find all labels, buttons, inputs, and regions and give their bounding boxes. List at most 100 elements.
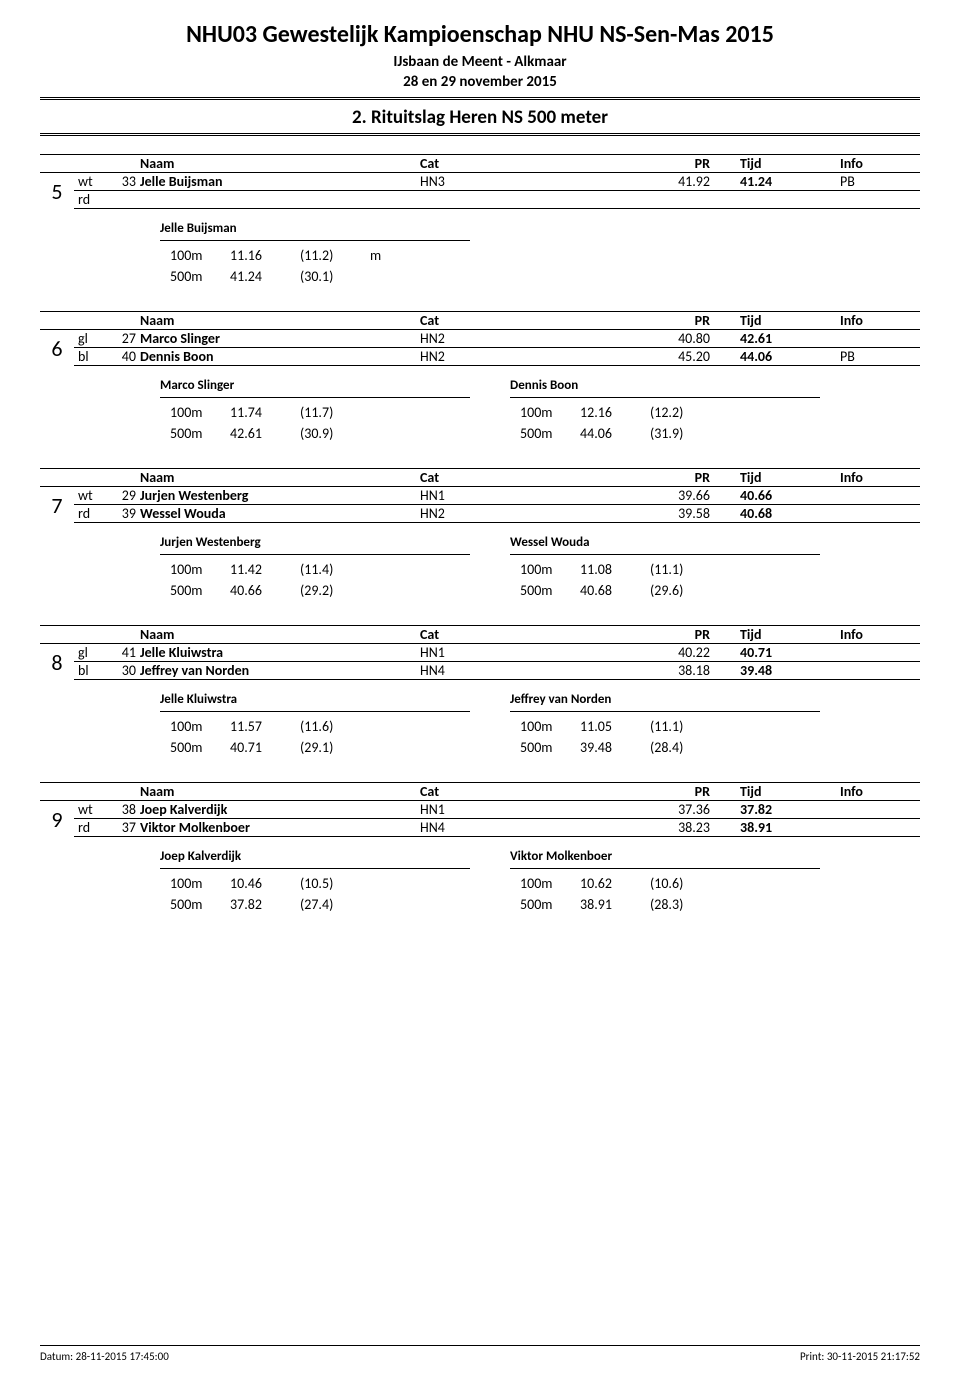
skater-name: Joep Kalverdijk xyxy=(140,801,420,818)
heat-body: 6gl27Marco SlingerHN240.8042.61bl40Denni… xyxy=(40,330,920,366)
heat-body: 9wt38Joep KalverdijkHN137.3637.82rd37Vik… xyxy=(40,801,920,837)
split-diff: (31.9) xyxy=(650,423,720,444)
split-dist: 100m xyxy=(510,873,580,894)
split-dist: 100m xyxy=(510,559,580,580)
heat-number: 6 xyxy=(40,330,74,366)
skater-name: Jelle Buijsman xyxy=(140,173,420,190)
split-diff: (11.7) xyxy=(300,402,370,423)
skater-name: Dennis Boon xyxy=(140,348,420,365)
bib: 39 xyxy=(110,505,140,522)
split-dist: 100m xyxy=(510,402,580,423)
table-row: gl27Marco SlingerHN240.8042.61 xyxy=(74,330,920,348)
splits-area: Jelle Kluiwstra100m11.57(11.6)500m40.71(… xyxy=(40,692,920,758)
category: HN3 xyxy=(420,173,540,190)
split-time: 39.48 xyxy=(580,737,650,758)
col-tijd: Tijd xyxy=(740,783,840,800)
split-block: Viktor Molkenboer100m10.62(10.6)500m38.9… xyxy=(510,849,860,915)
split-time: 11.57 xyxy=(230,716,300,737)
table-header: NaamCatPRTijdInfo xyxy=(40,154,920,173)
col-pr: PR xyxy=(540,312,740,329)
pr: 37.36 xyxy=(540,801,740,818)
heat-number: 5 xyxy=(40,173,74,209)
split-extra xyxy=(370,894,430,915)
split-time: 44.06 xyxy=(580,423,650,444)
bib: 41 xyxy=(110,644,140,661)
category: HN1 xyxy=(420,644,540,661)
skater-name: Jelle Kluiwstra xyxy=(140,644,420,661)
split-skater-name: Wessel Wouda xyxy=(510,535,860,550)
split-diff: (10.6) xyxy=(650,873,720,894)
tijd: 37.82 xyxy=(740,801,840,818)
split-block: Dennis Boon100m12.16(12.2)500m44.06(31.9… xyxy=(510,378,860,444)
split-extra xyxy=(370,737,430,758)
col-pr: PR xyxy=(540,626,740,643)
table-row: rd37Viktor MolkenboerHN438.2338.91 xyxy=(74,819,920,837)
pr: 45.20 xyxy=(540,348,740,365)
skater-name: Marco Slinger xyxy=(140,330,420,347)
split-row: 500m41.24(30.1) xyxy=(160,266,510,287)
split-row: 100m11.74(11.7) xyxy=(160,402,510,423)
split-row: 100m11.08(11.1) xyxy=(510,559,860,580)
split-dist: 500m xyxy=(510,894,580,915)
table-header: NaamCatPRTijdInfo xyxy=(40,625,920,644)
split-dist: 100m xyxy=(160,559,230,580)
heat-block: NaamCatPRTijdInfo8gl41Jelle KluiwstraHN1… xyxy=(40,625,920,758)
pr: 40.22 xyxy=(540,644,740,661)
pr: 41.92 xyxy=(540,173,740,190)
split-dist: 500m xyxy=(160,737,230,758)
pr: 38.23 xyxy=(540,819,740,836)
split-row: 100m11.57(11.6) xyxy=(160,716,510,737)
col-tijd: Tijd xyxy=(740,626,840,643)
split-time: 11.08 xyxy=(580,559,650,580)
split-row: 500m42.61(30.9) xyxy=(160,423,510,444)
pr: 38.18 xyxy=(540,662,740,679)
split-diff: (11.1) xyxy=(650,559,720,580)
lane: bl xyxy=(74,662,110,679)
split-block: Wessel Wouda100m11.08(11.1)500m40.68(29.… xyxy=(510,535,860,601)
split-extra xyxy=(720,423,780,444)
category: HN1 xyxy=(420,801,540,818)
split-time: 11.16 xyxy=(230,245,300,266)
table-row: wt33Jelle BuijsmanHN341.9241.24PB xyxy=(74,173,920,191)
split-dist: 100m xyxy=(160,716,230,737)
table-header: NaamCatPRTijdInfo xyxy=(40,311,920,330)
split-row: 500m40.71(29.1) xyxy=(160,737,510,758)
bib: 30 xyxy=(110,662,140,679)
split-dist: 500m xyxy=(160,266,230,287)
tijd: 40.71 xyxy=(740,644,840,661)
heat-body: 5wt33Jelle BuijsmanHN341.9241.24PBrd xyxy=(40,173,920,209)
split-skater-name: Jeffrey van Norden xyxy=(510,692,860,707)
split-diff: (29.2) xyxy=(300,580,370,601)
split-block: Jelle Buijsman100m11.16(11.2)m500m41.24(… xyxy=(160,221,510,287)
split-extra xyxy=(370,873,430,894)
split-block: Jelle Kluiwstra100m11.57(11.6)500m40.71(… xyxy=(160,692,510,758)
tijd: 41.24 xyxy=(740,173,840,190)
split-diff: (12.2) xyxy=(650,402,720,423)
split-block xyxy=(510,221,860,287)
split-row: 100m11.16(11.2)m xyxy=(160,245,510,266)
split-extra: m xyxy=(370,245,430,266)
split-extra xyxy=(370,423,430,444)
split-row: 100m10.46(10.5) xyxy=(160,873,510,894)
bib: 38 xyxy=(110,801,140,818)
split-time: 42.61 xyxy=(230,423,300,444)
split-diff: (11.1) xyxy=(650,716,720,737)
split-row: 500m37.82(27.4) xyxy=(160,894,510,915)
footer-right: Print: 30-11-2015 21:17:52 xyxy=(800,1350,920,1363)
heat-block: NaamCatPRTijdInfo7wt29Jurjen WestenbergH… xyxy=(40,468,920,601)
split-extra xyxy=(720,580,780,601)
split-diff: (29.1) xyxy=(300,737,370,758)
split-block: Jeffrey van Norden 100m11.05(11.1)500m39.… xyxy=(510,692,860,758)
page: NHU03 Gewestelijk Kampioenschap NHU NS-S… xyxy=(0,0,960,999)
col-cat: Cat xyxy=(420,783,540,800)
divider xyxy=(40,133,920,136)
splits-area: Joep Kalverdijk 100m10.46(10.5)500m37.82(… xyxy=(40,849,920,915)
skater-name: Wessel Wouda xyxy=(140,505,420,522)
heat-block: NaamCatPRTijdInfo6gl27Marco SlingerHN240… xyxy=(40,311,920,444)
split-row: 500m39.48(28.4) xyxy=(510,737,860,758)
split-skater-name: Joep Kalverdijk xyxy=(160,849,510,864)
col-naam: Naam xyxy=(140,469,420,486)
info: PB xyxy=(840,348,900,365)
split-row: 100m11.05(11.1) xyxy=(510,716,860,737)
col-tijd: Tijd xyxy=(740,155,840,172)
